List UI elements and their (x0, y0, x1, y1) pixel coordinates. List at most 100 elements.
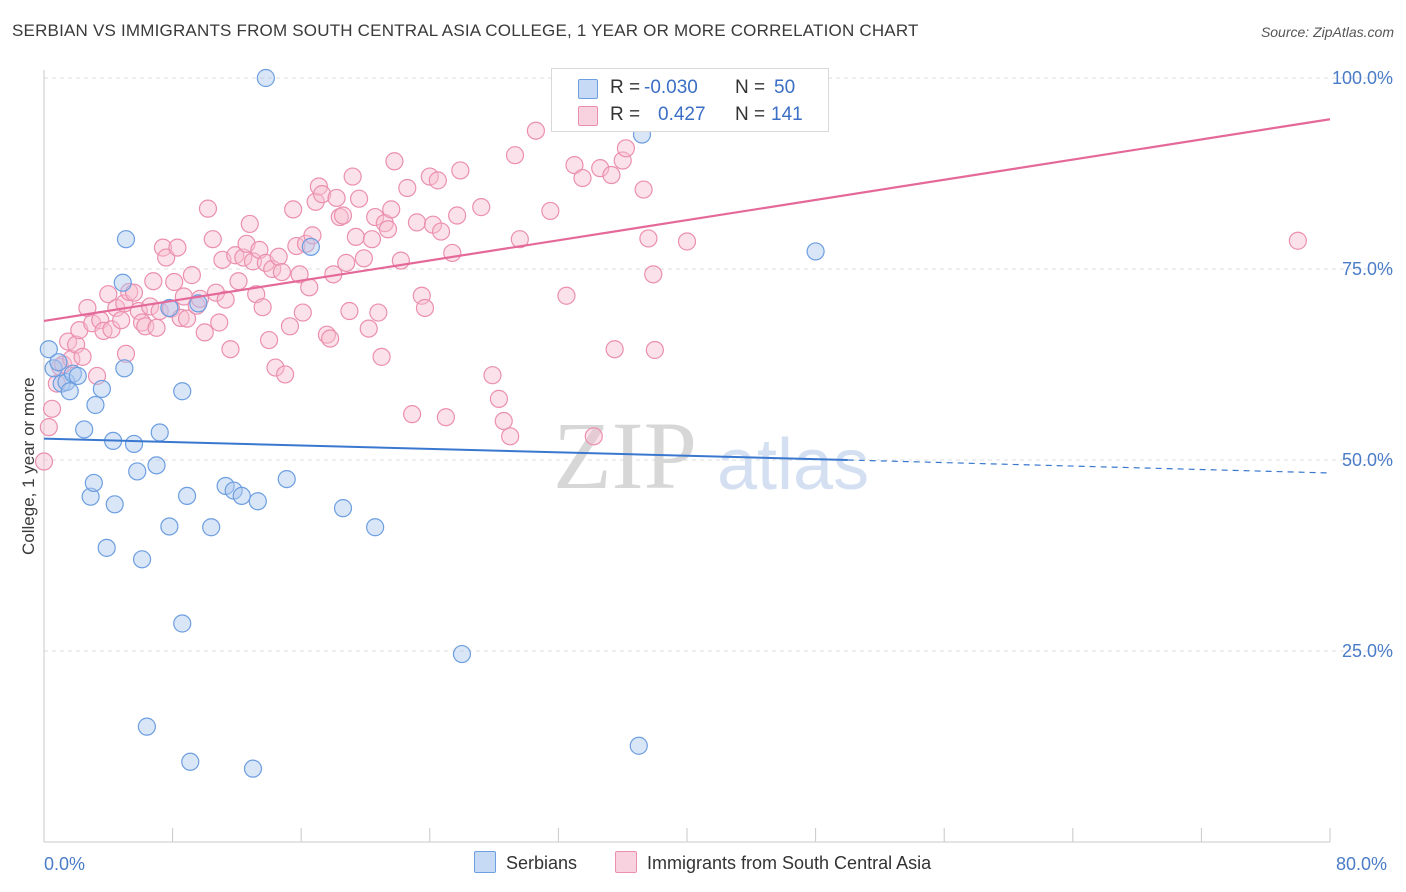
serbians-point (116, 230, 136, 249)
legend-n-value: 50 (774, 77, 796, 98)
serbians-point (366, 518, 385, 537)
x-tick-left: 0.0% (44, 854, 85, 874)
immigrants-point (362, 230, 382, 249)
immigrants-point (116, 344, 136, 363)
immigrants-point (483, 366, 502, 385)
immigrants-point (489, 389, 509, 408)
immigrants-point (293, 303, 312, 322)
immigrants-point (639, 229, 658, 248)
immigrants-point (385, 152, 404, 171)
immigrants-point (269, 247, 288, 266)
immigrants-point (337, 253, 356, 272)
immigrants-point (366, 207, 385, 227)
serbians-point (63, 364, 83, 383)
legend-swatch-blue (474, 851, 496, 873)
immigrants-point (221, 340, 240, 359)
immigrants-point (369, 303, 388, 322)
immigrants-point (372, 347, 391, 366)
legend-label-immigrants: Immigrants from South Central Asia (647, 853, 932, 873)
immigrants-point (591, 159, 610, 178)
immigrants-point (448, 206, 467, 225)
immigrants-point (153, 238, 173, 257)
immigrants-point (216, 290, 235, 309)
serbians-trend-extension (847, 459, 1331, 474)
serbians-point (128, 462, 147, 481)
serbians-point (256, 68, 275, 88)
serbians-point (173, 614, 192, 633)
immigrants-point (407, 213, 427, 232)
immigrants-point (340, 301, 359, 321)
immigrants-point (616, 139, 636, 158)
immigrants-point (253, 298, 272, 317)
serbians-point (124, 434, 144, 454)
legend-label-serbians: Serbians (506, 853, 578, 873)
serbians-point (150, 423, 169, 442)
serbians-point (181, 752, 200, 771)
immigrants-point (346, 227, 365, 247)
serbians-point (189, 294, 208, 313)
y-axis-label: College, 1 year or more (19, 377, 38, 555)
serbians-point (92, 379, 111, 399)
immigrants-point (120, 282, 139, 302)
serbians-point (333, 499, 353, 518)
immigrants-point (42, 399, 62, 418)
immigrants-point (436, 408, 455, 427)
immigrants-point (378, 220, 398, 239)
legend-swatch-blue (578, 79, 598, 99)
chart-title: SERBIAN VS IMMIGRANTS FROM SOUTH CENTRAL… (12, 21, 919, 40)
serbians-point (452, 644, 472, 664)
serbians-point (75, 420, 94, 439)
immigrants-point (147, 318, 166, 337)
legend-swatch-pink (615, 851, 637, 873)
immigrants-point (73, 347, 92, 366)
immigrants-point (403, 405, 422, 424)
immigrants-points (34, 121, 1307, 471)
immigrants-point (573, 168, 592, 188)
serbians-point (49, 353, 68, 372)
legend-n-value: 141 (771, 104, 803, 125)
serbians-point (243, 759, 263, 778)
immigrants-point (354, 249, 373, 268)
immigrants-point (112, 311, 131, 330)
immigrants-point (306, 192, 325, 211)
immigrants-point (359, 319, 378, 338)
tick-labels: 100.0% 75.0% 50.0% 25.0% (1332, 68, 1393, 661)
legend-item-immigrants: Immigrants from South Central Asia (615, 851, 931, 874)
serbians-point (105, 495, 124, 514)
immigrants-point (510, 230, 529, 249)
immigrants-point (605, 340, 624, 359)
serbians-point (301, 237, 320, 256)
immigrants-point (229, 272, 248, 291)
immigrants-point (349, 189, 369, 208)
source-label: Source: ZipAtlas.com (1260, 24, 1394, 40)
legend-r-label: R = (610, 77, 641, 98)
immigrants-point (290, 265, 309, 284)
serbians-point (173, 382, 192, 401)
immigrants-point (451, 161, 470, 180)
immigrants-point (1288, 231, 1307, 250)
serbians-point (44, 359, 63, 378)
immigrants-point (644, 265, 663, 284)
immigrants-point (428, 171, 447, 190)
serbians-point (160, 517, 179, 536)
correlation-legend: R = -0.030 N = 50 R = 0.427 N = 141 (551, 68, 829, 132)
immigrants-point (398, 178, 417, 198)
immigrants-point (102, 320, 121, 339)
immigrants-point (327, 188, 346, 208)
serbians-points (39, 68, 825, 778)
y-tick-label: 25.0% (1342, 641, 1393, 661)
serbians-point (137, 717, 156, 736)
immigrants-point (99, 285, 118, 304)
immigrants-point (505, 146, 525, 165)
immigrants-point (472, 198, 491, 217)
immigrants-point (177, 309, 197, 328)
serbians-trend-line (43, 437, 848, 461)
legend-swatch-pink (578, 106, 598, 126)
serbians-point (202, 518, 221, 537)
serbians-point (806, 242, 825, 261)
legend-n-label: N = (735, 77, 766, 98)
serbians-point (232, 486, 251, 506)
grid-lines (44, 77, 1393, 652)
axes (43, 70, 1331, 843)
